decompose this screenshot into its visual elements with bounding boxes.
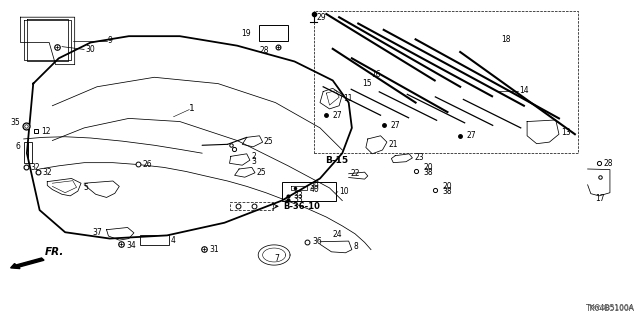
Bar (282, 182, 336, 201)
Text: 32: 32 (43, 168, 52, 177)
Text: TK64B5100A: TK64B5100A (589, 305, 634, 311)
Text: 31: 31 (209, 245, 219, 254)
Text: B-15: B-15 (325, 156, 348, 165)
Text: 13: 13 (561, 128, 570, 137)
Text: 11: 11 (344, 94, 353, 103)
Text: 23: 23 (414, 153, 424, 162)
Text: 27: 27 (390, 121, 400, 130)
Text: 18: 18 (502, 35, 511, 44)
Text: 30: 30 (86, 45, 95, 54)
Text: 39: 39 (310, 182, 319, 191)
Text: 21: 21 (389, 140, 398, 149)
Text: 20: 20 (423, 163, 433, 172)
Text: 27: 27 (467, 131, 476, 140)
Text: 16: 16 (371, 70, 381, 78)
Text: 20: 20 (442, 182, 452, 191)
Bar (140, 235, 169, 245)
Text: B-36-10: B-36-10 (284, 202, 321, 211)
Text: 33: 33 (293, 195, 303, 204)
Text: 2: 2 (251, 152, 256, 161)
Text: 7: 7 (274, 254, 279, 263)
Text: 15: 15 (363, 79, 372, 88)
Text: TK64B5100A: TK64B5100A (586, 304, 636, 313)
Text: 33: 33 (293, 191, 303, 200)
Text: 4: 4 (170, 236, 175, 245)
Text: 35: 35 (11, 118, 20, 127)
Text: FR.: FR. (45, 247, 64, 257)
Text: 32: 32 (30, 163, 40, 172)
Text: 28: 28 (260, 46, 269, 55)
Text: 28: 28 (604, 159, 613, 168)
Text: 1: 1 (189, 104, 195, 113)
Text: 27: 27 (333, 111, 342, 120)
Bar (24, 142, 32, 163)
Text: 14: 14 (519, 86, 529, 95)
Text: 29: 29 (317, 13, 326, 22)
Text: 10: 10 (339, 187, 349, 196)
Text: 8: 8 (354, 242, 358, 251)
Bar (230, 202, 273, 210)
Bar (259, 25, 288, 41)
Text: 24: 24 (333, 230, 342, 239)
Text: 37: 37 (92, 228, 102, 237)
Text: 6: 6 (15, 142, 20, 151)
Text: 38: 38 (442, 187, 452, 196)
Text: 25: 25 (256, 168, 266, 177)
Text: 12: 12 (42, 127, 51, 136)
Text: 26: 26 (143, 160, 152, 169)
Text: 5: 5 (83, 182, 88, 191)
Text: 34: 34 (126, 241, 136, 250)
FancyArrow shape (11, 258, 44, 269)
Text: 22: 22 (351, 169, 360, 178)
Text: 17: 17 (596, 194, 605, 203)
Text: 38: 38 (423, 168, 433, 177)
Text: 40: 40 (310, 185, 319, 194)
Text: 19: 19 (241, 28, 251, 38)
Text: 9: 9 (108, 36, 113, 45)
Text: 3: 3 (251, 157, 256, 166)
Text: 25: 25 (264, 137, 273, 146)
Text: 36: 36 (312, 237, 322, 246)
